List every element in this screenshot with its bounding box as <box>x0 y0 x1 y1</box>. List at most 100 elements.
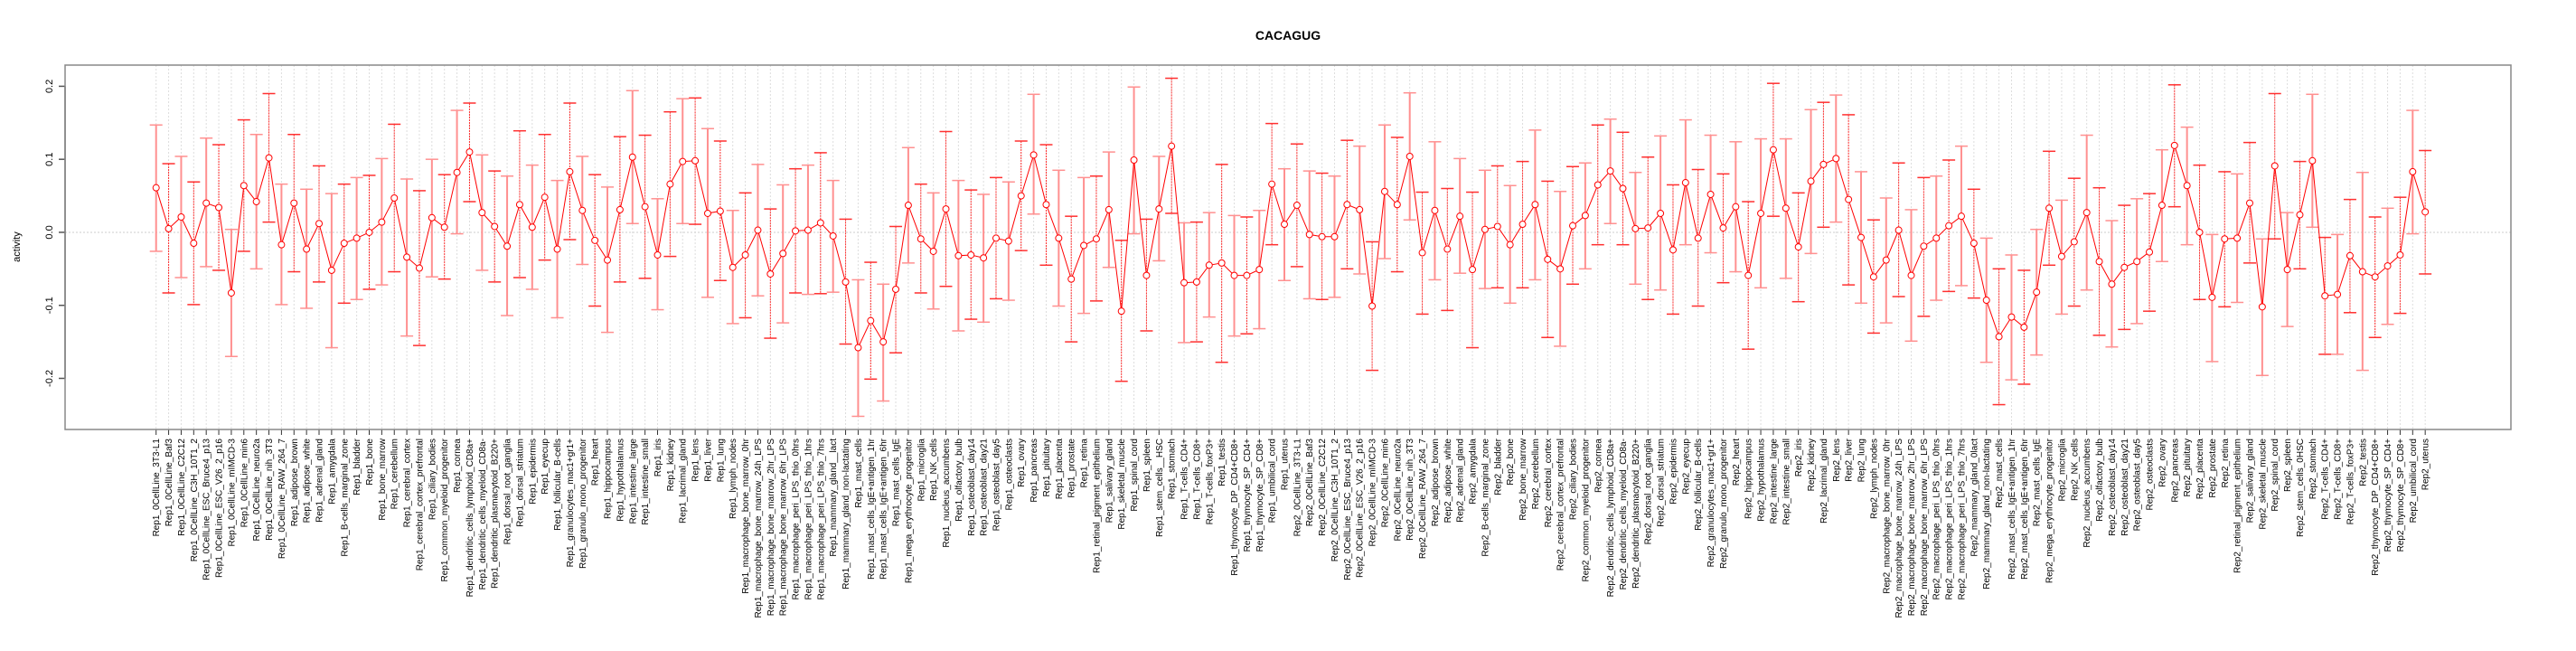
data-point <box>2321 292 2329 300</box>
data-point <box>240 182 248 190</box>
x-tick-label: Rep1_lens <box>691 439 701 482</box>
data-point <box>478 209 486 217</box>
x-tick-label: Rep1_adipose_white <box>303 439 313 524</box>
data-point <box>177 212 185 221</box>
x-tick-label: Rep1_intestine_small <box>641 439 651 525</box>
x-tick-label: Rep1_bone_marrow <box>378 438 388 520</box>
x-tick-label: Rep1_dendritic_cells_myeloid_CD8a- <box>478 439 488 590</box>
data-point <box>1932 234 1941 242</box>
data-point <box>2421 208 2430 216</box>
data-point <box>1067 275 1076 283</box>
data-point <box>1192 278 1200 286</box>
data-point <box>465 148 474 156</box>
data-point <box>1318 232 1326 241</box>
data-point <box>2396 250 2404 259</box>
data-point <box>1493 222 1501 231</box>
x-tick-label: Rep1_0CellLine_3T3-L1 <box>152 439 162 537</box>
x-tick-label: Rep2_thymocyte_DP_CD4+CD8+ <box>2371 439 2381 576</box>
x-tick-label: Rep1_common_myeloid_progenitor <box>440 438 450 581</box>
x-tick-label: Rep1_osteoclasts <box>1004 439 1014 511</box>
data-point <box>1168 142 1176 150</box>
data-point <box>1518 221 1527 229</box>
x-tick-label: Rep2_iris <box>1794 439 1804 476</box>
x-tick-label: Rep2_thymocyte_SP_CD4+ <box>2383 439 2393 552</box>
data-point <box>378 218 386 226</box>
x-tick-label: Rep2_salivary_gland <box>2245 439 2255 523</box>
x-tick-label: Rep2_mast_cells_IgE+antigen_1hr <box>2007 438 2017 580</box>
x-tick-label: Rep2_cerebellum <box>1531 439 1541 509</box>
data-point <box>503 242 512 250</box>
data-point <box>1343 201 1351 209</box>
data-point <box>841 278 850 286</box>
x-tick-label: Rep2_dendritic_cells_lymphoid_CD8a+ <box>1606 439 1616 598</box>
x-tick-label: Rep2_0CellLine_mIMCD-3 <box>1368 439 1378 547</box>
x-tick-label: Rep2_T-cells_CD8+ <box>2334 439 2344 520</box>
x-tick-label: Rep1_adrenal_gland <box>315 439 325 523</box>
x-tick-label: Rep1_retinal_pigment_epithelium <box>1092 439 1102 573</box>
y-tick-label: 0.1 <box>44 153 55 166</box>
x-tick-label: Rep1_0CellLine_ESC_V26_2_p16 <box>215 439 225 578</box>
x-tick-label: Rep1_cerebellum <box>390 439 400 509</box>
x-tick-label: Rep1_hypothalamus <box>616 439 625 522</box>
data-point <box>1055 234 1063 242</box>
data-point <box>2033 288 2041 297</box>
data-point <box>1894 226 1903 234</box>
x-tick-label: Rep2_mast_cells_IgE <box>2033 439 2043 527</box>
chart-title: CACAGUG <box>1255 28 1321 42</box>
x-tick-label: Rep1_0CellLine_ESC_Bruce4_p13 <box>202 439 212 580</box>
x-tick-label: Rep1_thymocyte_SP_CD4+ <box>1243 439 1253 552</box>
x-tick-label: Rep1_ciliary_bodies <box>428 439 437 520</box>
x-tick-label: Rep2_0CellLine_ESC_Bruce4_p13 <box>1343 439 1353 580</box>
x-tick-label: Rep1_0CellLine_mIMCD-3 <box>227 439 237 547</box>
x-tick-label: Rep1_macrophage_bone_marrow_0hr <box>741 438 751 593</box>
data-point <box>729 263 737 271</box>
x-tick-label: Rep2_mammary_gland_0lact <box>1970 439 1979 557</box>
data-point <box>741 250 749 259</box>
x-tick-label: Rep1_mammary_gland_non-lactating <box>841 439 851 590</box>
data-point <box>1155 205 1163 213</box>
data-point <box>1092 235 1100 243</box>
data-point <box>2308 156 2317 165</box>
x-tick-label: Rep2_spinal_cord <box>2270 439 2280 512</box>
x-tick-label: Rep2_intestine_small <box>1782 439 1791 525</box>
x-tick-label: Rep1_adipose_brown <box>290 439 300 526</box>
x-tick-label: Rep1_mast_cells_IgE+antigen_6hr <box>879 438 889 580</box>
data-point <box>1443 245 1452 253</box>
x-tick-label: Rep1_osteoblast_day21 <box>980 439 990 536</box>
data-point <box>390 193 399 202</box>
x-tick-label: Rep2_macrophage_bone_marrow_6hr_LPS <box>1920 439 1930 617</box>
x-tick-label: Rep2_pituitary <box>2183 439 2193 496</box>
x-tick-label: Rep2_nucleus_accumbens <box>2082 439 2092 548</box>
y-tick-label: 0.2 <box>44 80 55 93</box>
data-point <box>1531 201 1539 209</box>
x-tick-label: Rep2_spleen <box>2283 439 2293 492</box>
data-point <box>2108 280 2116 288</box>
x-tick-label: Rep2_T-cells_CD4+ <box>2321 439 2331 520</box>
data-point <box>2057 252 2065 260</box>
x-tick-label: Rep1_mast_cells <box>854 439 864 508</box>
x-tick-label: Rep2_macrophage_peri_LPS_thio_0hrs <box>1932 439 1942 599</box>
x-tick-label: Rep1_dendritic_cells_lymphoid_CD8a+ <box>465 439 475 598</box>
x-tick-label: Rep1_thymocyte_SP_CD8+ <box>1255 439 1265 552</box>
x-tick-label: Rep1_0CellLine_C3H_10T1_2 <box>190 439 200 562</box>
data-point <box>1544 255 1552 263</box>
data-point <box>691 156 700 165</box>
x-tick-label: Rep1_prostate <box>1067 439 1077 498</box>
x-tick-label: Rep1_olfactory_bulb <box>954 439 964 522</box>
mean-series <box>152 141 2430 352</box>
x-tick-label: Rep2_dorsal_striatum <box>1657 439 1667 527</box>
x-tick-label: Rep2_common_myeloid_progenitor <box>1581 438 1591 581</box>
x-tick-label: Rep2_kidney <box>1807 439 1817 491</box>
data-point <box>1481 225 1489 233</box>
x-tick-label: Rep1_T-cells_CD8+ <box>1192 439 1202 520</box>
data-point <box>1469 266 1477 274</box>
data-point <box>1418 249 1426 257</box>
x-tick-label: Rep1_macrophage_peri_LPS_thio_1hrs <box>804 439 813 599</box>
data-point <box>327 266 335 274</box>
data-point <box>365 228 373 236</box>
x-tick-label: Rep1_uterus <box>1281 439 1291 490</box>
data-point <box>1406 152 1414 160</box>
x-tick-label: Rep1_epidermis <box>528 439 538 505</box>
